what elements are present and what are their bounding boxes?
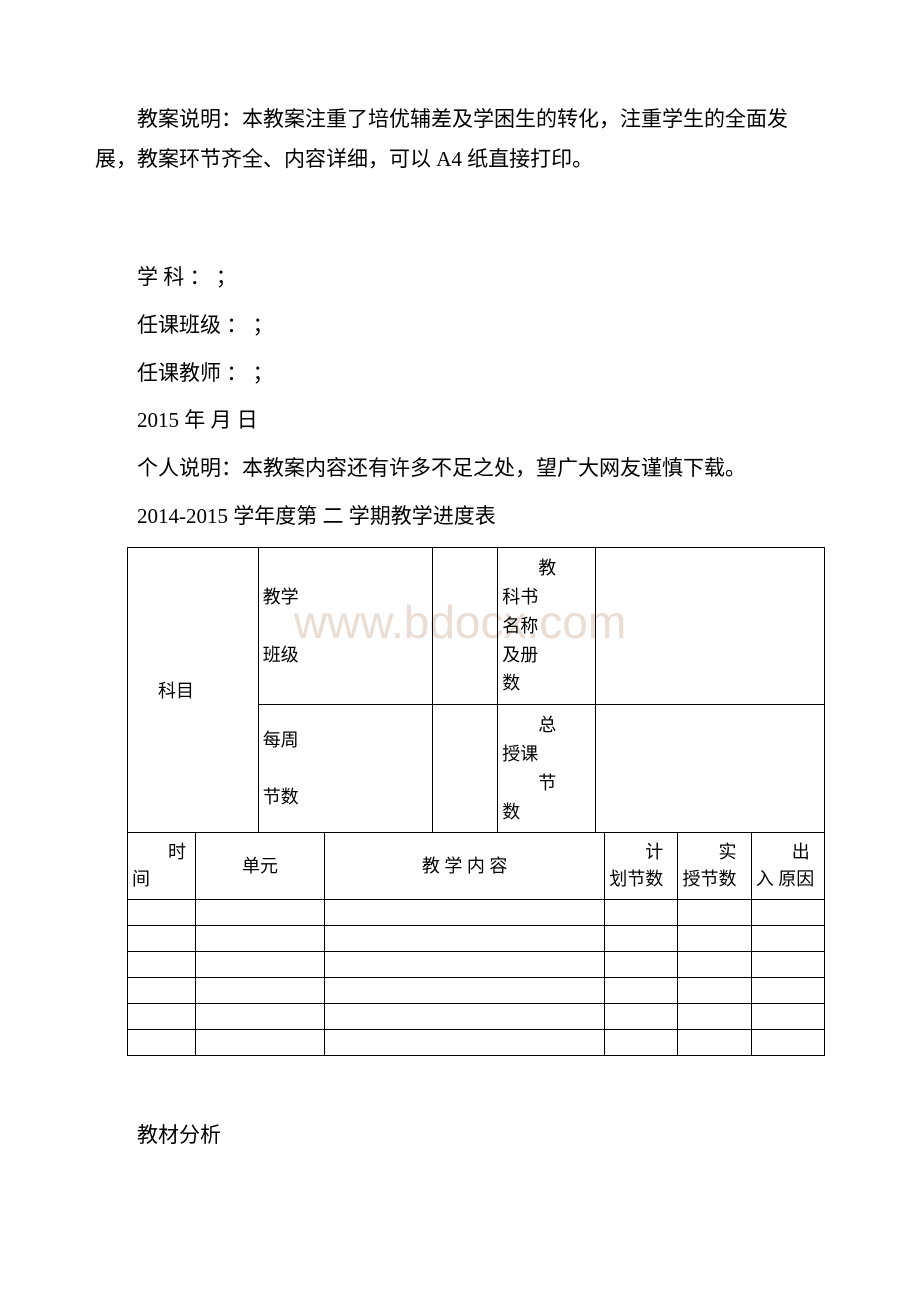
header-content: 教 学 内 容	[325, 833, 605, 900]
table-row	[128, 978, 825, 1004]
table-header-row: 时 间 单元 教 学 内 容 计 划节数 实 授节数 出 入 原因	[128, 833, 825, 900]
spacer	[95, 188, 825, 258]
info-table: 科目 教学 班级 教 科书 名称 及册 数 每周 节数	[127, 547, 825, 833]
header-unit: 单元	[195, 833, 324, 900]
cell-empty	[432, 705, 497, 833]
cell-textbook: 教 科书 名称 及册 数	[498, 548, 596, 705]
date-field: 2015 年 月 日	[95, 401, 825, 441]
header-time: 时 间	[128, 833, 196, 900]
cell-total-periods: 总 授课 节 数	[498, 705, 596, 833]
header-actual: 实 授节数	[678, 833, 751, 900]
document-content: 教案说明：本教案注重了培优辅差及学困生的转化，注重学生的全面发展，教案环节齐全、…	[95, 100, 825, 1156]
intro-note: 教案说明：本教案注重了培优辅差及学困生的转化，注重学生的全面发展，教案环节齐全、…	[95, 100, 825, 180]
cell-empty	[596, 548, 825, 705]
schedule-table: 时 间 单元 教 学 内 容 计 划节数 实 授节数 出 入 原因	[127, 832, 825, 1056]
teacher-field: 任课教师 ： ；	[95, 354, 825, 394]
table-row	[128, 900, 825, 926]
schedule-tables: 科目 教学 班级 教 科书 名称 及册 数 每周 节数	[127, 547, 825, 1056]
subject-field: 学 科 ： ；	[95, 258, 825, 298]
cell-empty	[432, 548, 497, 705]
table-row	[128, 926, 825, 952]
schedule-title: 2014-2015 学年度第 二 学期教学进度表	[95, 497, 825, 537]
analysis-heading: 教材分析	[95, 1116, 825, 1156]
header-planned: 计 划节数	[605, 833, 678, 900]
cell-teaching-class: 教学 班级	[258, 548, 432, 705]
cell-empty	[596, 705, 825, 833]
table-row: 科目 教学 班级 教 科书 名称 及册 数	[128, 548, 825, 705]
table-row	[128, 1030, 825, 1056]
table-row	[128, 1004, 825, 1030]
cell-weekly-periods: 每周 节数	[258, 705, 432, 833]
class-field: 任课班级 ： ；	[95, 306, 825, 346]
personal-note: 个人说明：本教案内容还有许多不足之处，望广大网友谨慎下载。	[95, 449, 825, 489]
header-diff: 出 入 原因	[751, 833, 824, 900]
table-row	[128, 952, 825, 978]
cell-subject-label: 科目	[128, 548, 259, 833]
